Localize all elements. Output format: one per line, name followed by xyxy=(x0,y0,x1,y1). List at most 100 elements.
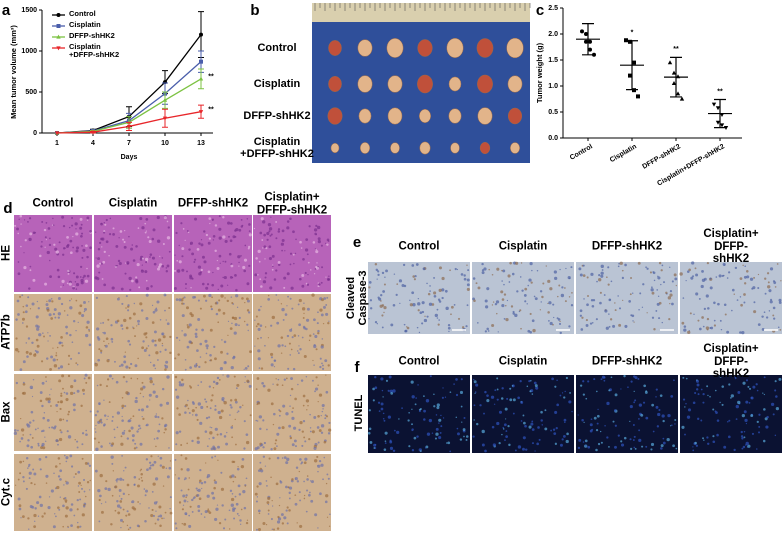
texture xyxy=(56,358,59,361)
texture xyxy=(757,323,761,326)
data-point xyxy=(671,81,677,85)
texture xyxy=(530,422,534,426)
texture xyxy=(17,429,19,432)
texture xyxy=(326,296,329,299)
texture xyxy=(501,280,503,282)
texture xyxy=(212,496,216,500)
texture xyxy=(62,525,64,528)
texture xyxy=(219,262,221,264)
texture xyxy=(540,410,543,414)
texture xyxy=(255,388,258,391)
texture xyxy=(455,378,458,381)
texture xyxy=(211,296,213,299)
texture xyxy=(49,368,52,371)
texture xyxy=(39,468,42,471)
texture xyxy=(534,450,536,452)
texture xyxy=(51,426,54,429)
texture xyxy=(291,478,294,481)
texture xyxy=(54,425,57,428)
texture xyxy=(472,277,476,280)
texture xyxy=(529,330,533,334)
texture xyxy=(436,308,439,311)
tumor xyxy=(507,107,523,125)
texture xyxy=(453,304,456,306)
texture xyxy=(763,311,766,314)
texture xyxy=(17,261,20,263)
texture xyxy=(579,309,583,313)
texture xyxy=(577,414,579,416)
texture xyxy=(267,513,270,515)
texture xyxy=(197,317,201,321)
texture xyxy=(165,401,170,405)
texture xyxy=(549,287,553,291)
texture xyxy=(695,273,699,277)
texture xyxy=(162,335,166,339)
texture xyxy=(222,235,226,239)
texture xyxy=(203,230,206,233)
texture xyxy=(271,315,275,320)
texture xyxy=(100,262,103,265)
texture xyxy=(257,349,261,353)
texture xyxy=(133,447,137,450)
texture xyxy=(533,295,536,298)
legend-marker xyxy=(56,13,61,17)
texture xyxy=(189,386,193,389)
texture xyxy=(235,443,237,446)
texture xyxy=(155,395,159,399)
texture xyxy=(313,318,316,322)
texture xyxy=(417,309,420,312)
texture xyxy=(159,464,163,467)
texture xyxy=(100,222,102,225)
texture xyxy=(49,275,52,279)
texture xyxy=(509,261,512,265)
texture xyxy=(246,282,250,286)
micrograph xyxy=(14,215,92,292)
texture xyxy=(102,332,104,334)
texture xyxy=(553,270,557,274)
texture xyxy=(17,497,21,501)
texture xyxy=(291,410,294,413)
texture xyxy=(24,310,28,314)
texture xyxy=(502,426,505,429)
texture xyxy=(739,277,743,281)
texture xyxy=(263,441,267,445)
texture xyxy=(57,312,62,316)
texture xyxy=(531,319,535,323)
texture xyxy=(553,316,555,319)
texture xyxy=(599,430,602,433)
texture xyxy=(755,383,758,386)
panel-letter: c xyxy=(536,2,544,19)
texture xyxy=(743,410,747,414)
texture xyxy=(638,429,641,432)
texture xyxy=(243,420,246,423)
texture xyxy=(600,378,603,381)
texture xyxy=(290,286,294,290)
texture xyxy=(600,271,604,275)
texture xyxy=(562,434,566,438)
texture xyxy=(43,512,46,515)
texture xyxy=(208,385,211,388)
texture xyxy=(148,354,151,357)
texture xyxy=(688,268,691,272)
texture xyxy=(372,399,375,402)
texture xyxy=(600,274,604,278)
column-header: DFFP-shHK2 xyxy=(591,240,663,253)
texture xyxy=(276,527,280,530)
texture xyxy=(303,494,306,497)
texture xyxy=(284,313,288,316)
texture xyxy=(629,405,633,409)
texture xyxy=(744,418,748,423)
texture xyxy=(270,448,273,451)
texture xyxy=(258,415,263,419)
texture xyxy=(591,321,594,324)
texture xyxy=(210,305,213,308)
texture xyxy=(140,387,144,391)
texture xyxy=(559,394,562,397)
texture xyxy=(163,293,167,297)
texture xyxy=(696,379,700,383)
texture xyxy=(123,355,127,359)
texture xyxy=(579,273,583,277)
texture xyxy=(500,290,504,294)
texture xyxy=(184,457,188,460)
texture xyxy=(198,242,201,245)
